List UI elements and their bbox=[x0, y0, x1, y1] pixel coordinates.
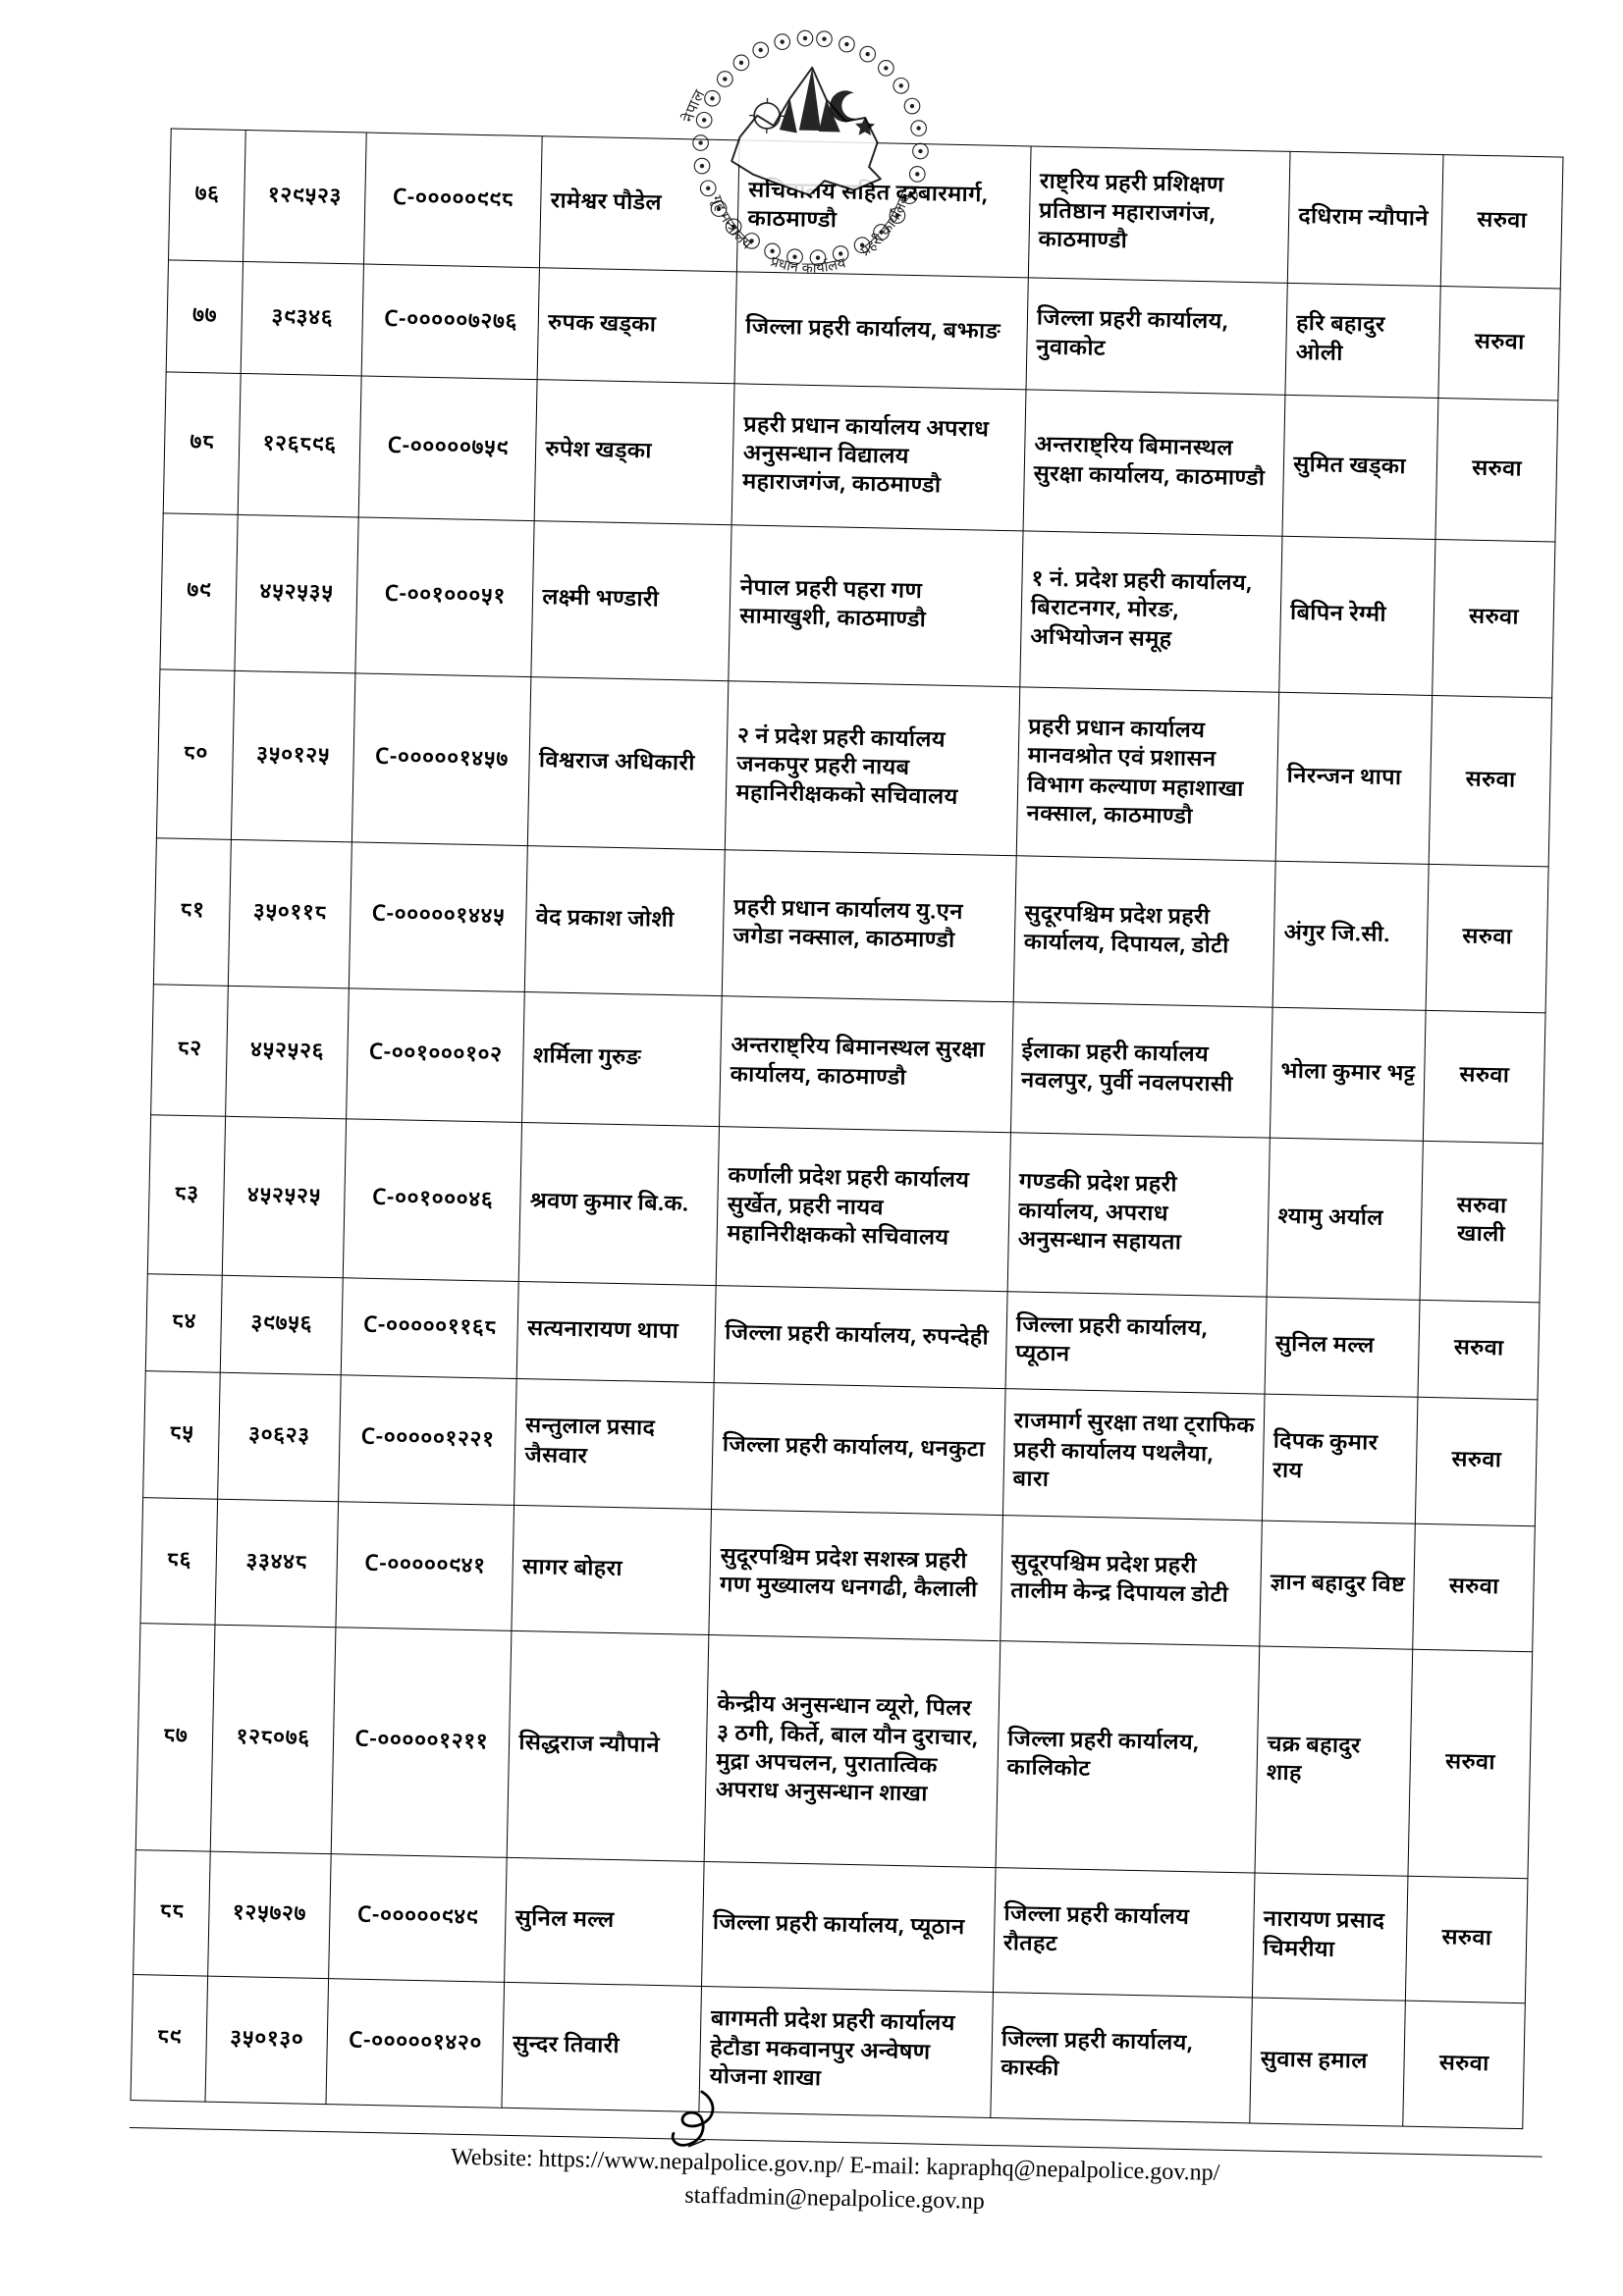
svg-text:गृह मन्त्रालय: गृह मन्त्रालय bbox=[705, 193, 756, 255]
svg-text:प्रहरी कार्यालय: प्रहरी कार्यालय bbox=[857, 191, 915, 262]
svg-text:प्रधान कार्यालय: प्रधान कार्यालय bbox=[768, 253, 849, 280]
svg-text:नेपाल: नेपाल bbox=[678, 86, 712, 125]
